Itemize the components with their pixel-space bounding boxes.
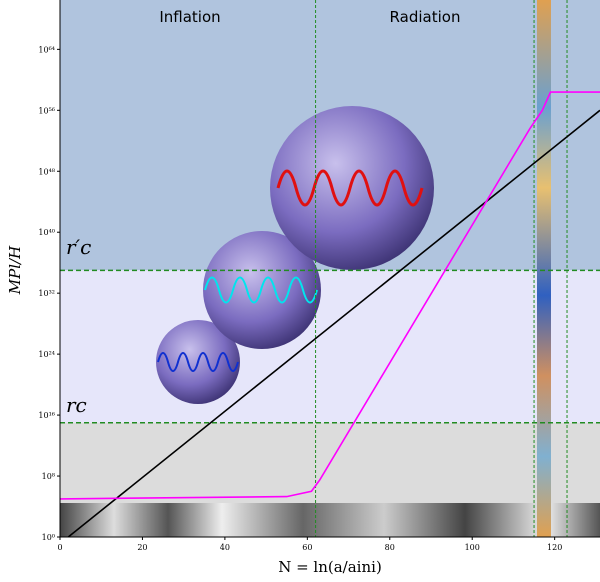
bubble [270, 106, 434, 270]
x-tick-label: 20 [137, 543, 147, 552]
region [60, 270, 600, 423]
x-tick-label: 120 [547, 543, 562, 552]
series-line [60, 91, 600, 500]
y-tick-label: 10²⁴ [38, 350, 55, 359]
annotation: Radiation [390, 8, 461, 26]
y-tick-label: 10⁸ [42, 472, 55, 481]
y-tick-label: 10⁴⁸ [38, 167, 55, 176]
y-axis-label: MPl/H [6, 245, 24, 295]
x-tick-label: 0 [57, 543, 62, 552]
x-tick-label: 80 [385, 543, 395, 552]
y-tick-label: 10⁴⁰ [38, 228, 55, 237]
cmb-stripe [537, 0, 551, 537]
y-tick-label: 10⁶⁴ [38, 45, 55, 54]
x-tick-label: 100 [465, 543, 480, 552]
turbulence-image [60, 503, 600, 537]
x-axis-label: N = ln(a/aini) [278, 558, 382, 576]
annotation: r′c [66, 235, 91, 259]
wave [157, 352, 239, 372]
y-tick-label: 10³² [38, 289, 55, 298]
annotation: Inflation [159, 8, 220, 26]
series-line [67, 109, 600, 537]
x-tick-label: 40 [220, 543, 230, 552]
decoration [60, 0, 600, 537]
wave [276, 169, 424, 207]
annotation: rc [66, 393, 87, 417]
y-tick-label: 10¹⁶ [38, 411, 55, 420]
y-tick-label: 10⁵⁶ [38, 106, 55, 115]
y-tick-label: 10⁰ [42, 533, 55, 542]
x-tick-label: 60 [302, 543, 312, 552]
wave [204, 276, 318, 304]
